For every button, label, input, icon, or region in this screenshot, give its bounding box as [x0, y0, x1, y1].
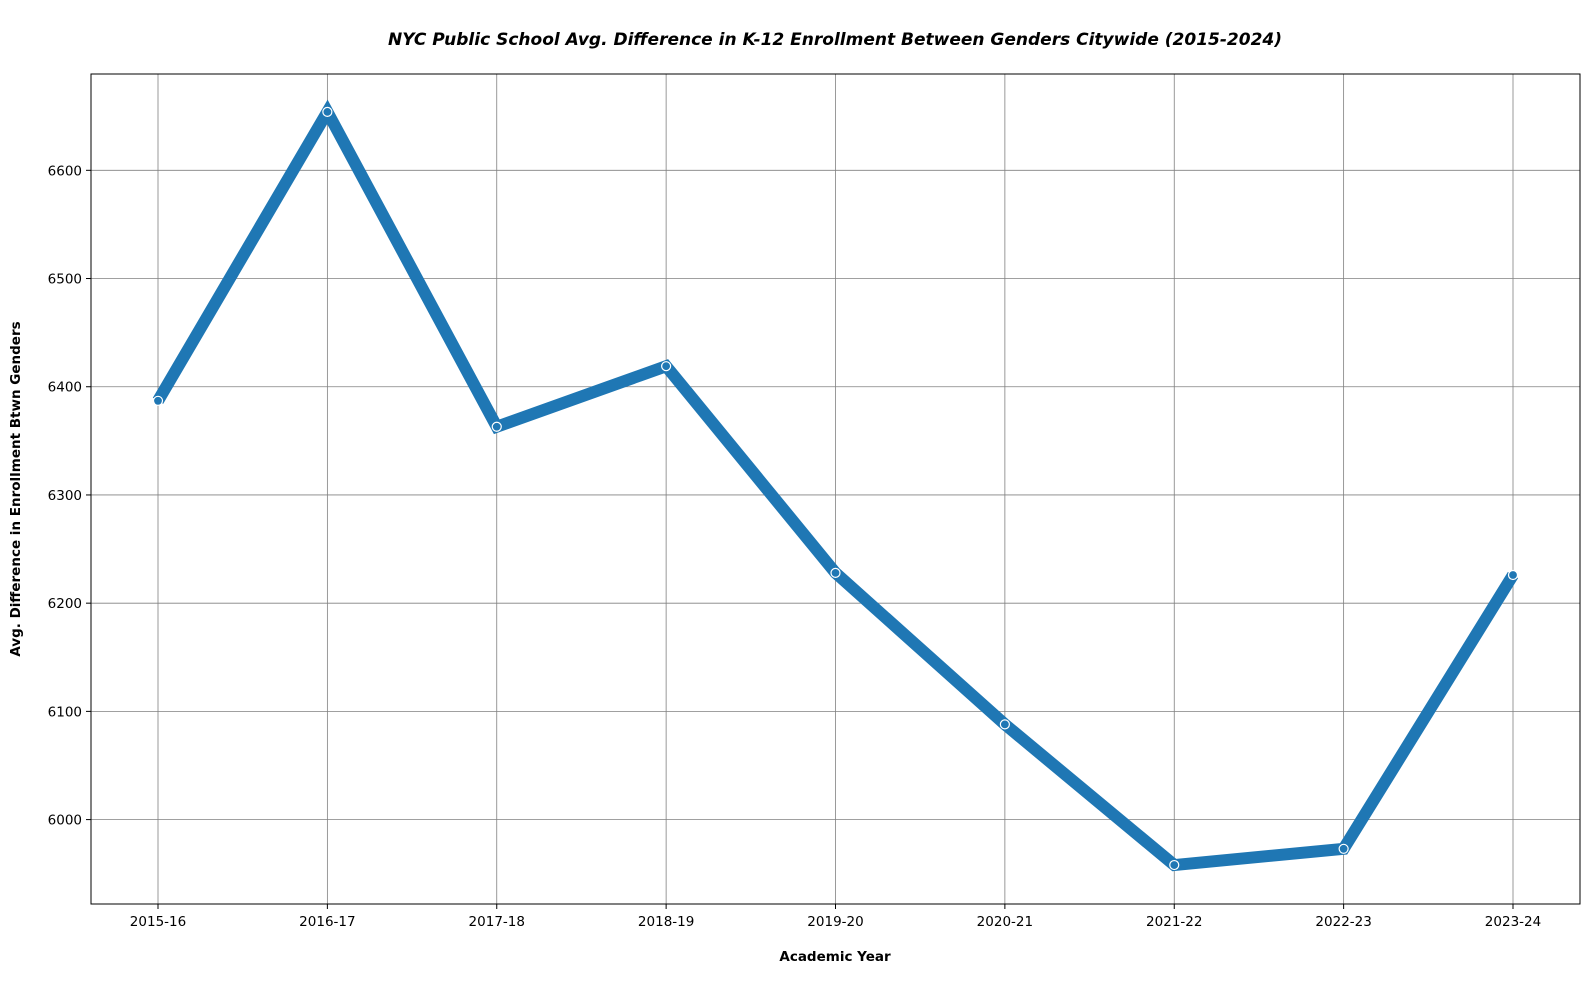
y-axis: 6000 6100 6200 6300 6400 6500 6600 — [48, 163, 91, 829]
x-tick-label: 2022-23 — [1315, 914, 1371, 930]
y-tick-label: 6600 — [48, 163, 82, 179]
chart-title: NYC Public School Avg. Difference in K-1… — [388, 30, 1282, 50]
x-axis-label: Academic Year — [779, 949, 891, 965]
data-point — [830, 567, 841, 578]
x-tick-label: 2016-17 — [299, 914, 355, 930]
x-tick-label: 2017-18 — [469, 914, 525, 930]
data-point — [491, 421, 502, 432]
x-tick-label: 2020-21 — [977, 914, 1033, 930]
y-tick-label: 6100 — [48, 704, 82, 720]
data-point — [1169, 859, 1180, 871]
data-point — [1507, 569, 1519, 581]
y-tick-label: 6500 — [48, 272, 82, 288]
data-point — [322, 106, 333, 117]
data-point — [152, 395, 164, 406]
x-tick-label: 2021-22 — [1146, 914, 1202, 930]
grid — [91, 74, 1580, 904]
x-axis: 2015-16 2016-17 2017-18 2018-19 2019-20 2020-… — [130, 904, 1541, 930]
data-point — [1338, 843, 1349, 854]
y-tick-label: 6300 — [48, 488, 82, 504]
series-layer — [152, 99, 1519, 872]
x-tick-label: 2018-19 — [638, 914, 694, 930]
data-point — [661, 361, 672, 372]
x-tick-label: 2023-24 — [1485, 914, 1541, 930]
x-tick-label: 2019-20 — [807, 914, 863, 930]
x-tick-label: 2015-16 — [130, 914, 186, 930]
y-axis-label: Avg. Difference in Enrollment Btwn Gende… — [8, 321, 24, 656]
y-tick-label: 6400 — [48, 380, 82, 396]
data-point — [999, 719, 1010, 730]
y-tick-label: 6000 — [48, 813, 82, 829]
y-tick-label: 6200 — [48, 596, 82, 612]
